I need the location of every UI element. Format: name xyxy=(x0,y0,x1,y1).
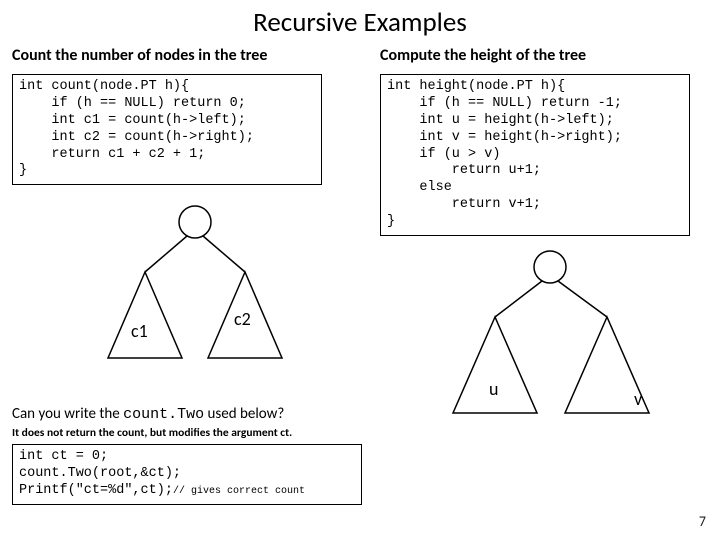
code-bottom-main: int ct = 0; count.Two(root,&ct); Printf(… xyxy=(19,449,181,498)
right-heading: Compute the height of the tree xyxy=(380,46,586,65)
note-text: It does not return the count, but modifi… xyxy=(12,426,292,440)
tree-right-diagram xyxy=(435,245,665,425)
code-count: int count(node.PT h){ if (h == NULL) ret… xyxy=(12,74,322,185)
question-text: Can you write the count.Two used below? xyxy=(12,405,284,423)
tree-right-label-u: u xyxy=(489,378,498,400)
code-bottom-comment: // gives correct count xyxy=(173,486,305,497)
tree-left-label-c2: c2 xyxy=(234,308,251,330)
page-title: Recursive Examples xyxy=(0,0,720,39)
left-heading: Count the number of nodes in the tree xyxy=(12,46,267,65)
code-bottom: int ct = 0; count.Two(root,&ct); Printf(… xyxy=(12,444,362,505)
page-number: 7 xyxy=(699,513,706,530)
question-prefix: Can you write the xyxy=(12,405,123,423)
tree-right-label-v: v xyxy=(634,388,642,410)
tree-left-label-c1: c1 xyxy=(131,320,148,342)
tree-left-diagram xyxy=(90,200,300,370)
code-height: int height(node.PT h){ if (h == NULL) re… xyxy=(380,74,690,236)
question-func: count.Two xyxy=(123,406,204,423)
question-suffix: used below? xyxy=(204,405,284,423)
